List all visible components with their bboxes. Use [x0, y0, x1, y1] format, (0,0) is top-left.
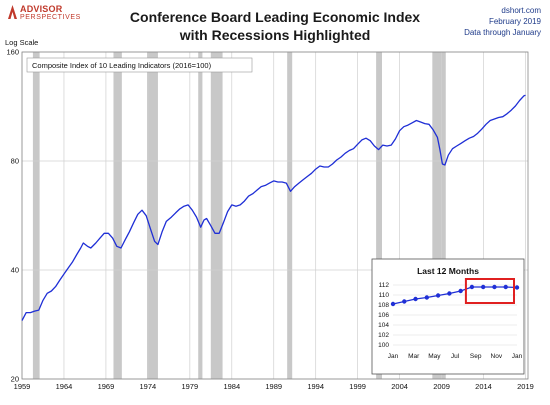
chart-title: Conference Board Leading Economic Index … [100, 8, 450, 44]
source-info: dshort.com February 2019 Data through Ja… [464, 5, 541, 38]
inset-chart: Last 12 Months 100 102 104 106 108 110 112 Jan… [371, 258, 525, 375]
logo-text-sub: PERSPECTIVES [20, 14, 81, 21]
inset-point [424, 295, 430, 300]
y-tick-labels: 20 40 80 160 [6, 48, 19, 384]
inset-y-tick-label: 112 [379, 282, 390, 289]
x-tick-label: 1974 [140, 382, 157, 391]
inset-y-tick-label: 100 [378, 342, 389, 349]
inset-point [480, 284, 486, 290]
x-tick-label: 1989 [265, 382, 282, 391]
inset-x-tick-label: May [428, 353, 441, 360]
x-tick-label: 1969 [98, 382, 115, 391]
y-tick-label: 40 [11, 266, 19, 275]
inset-point [469, 284, 475, 290]
inset-x-tick-label: Sep [470, 353, 482, 360]
y-tick-label: 160 [6, 48, 19, 57]
inset-point [413, 296, 418, 302]
x-tick-label: 2004 [391, 382, 408, 391]
scale-label: Log Scale [5, 38, 39, 47]
recession-band [287, 52, 293, 379]
inset-x-tick-label: Jul [451, 353, 460, 360]
inset-y-tick-label: 102 [378, 332, 389, 339]
legend-text: Composite Index of 10 Leading Indicators… [32, 61, 212, 70]
chart-title-line2: with Recessions Highlighted [179, 27, 371, 43]
x-tick-label: 2009 [433, 382, 450, 391]
x-tick-label: 1979 [181, 382, 198, 391]
inset-y-tick-label: 110 [379, 292, 390, 299]
inset-x-tick-label: Jan [388, 353, 399, 360]
x-tick-label: 1964 [56, 382, 73, 391]
recession-band [376, 52, 382, 379]
inset-point [390, 301, 396, 307]
recession-band [198, 52, 203, 379]
inset-grid [393, 284, 517, 346]
inset-x-tick-label: Mar [408, 353, 420, 360]
inset-y-tick-labels: 100 102 104 106 108 110 112 [378, 282, 389, 349]
source-date: February 2019 [488, 17, 541, 26]
x-tick-label: 1984 [223, 382, 240, 391]
source-data-through: Data through January [464, 28, 541, 37]
inset-point [458, 288, 463, 294]
recession-band [32, 52, 40, 379]
inset-line-layer [390, 284, 520, 307]
inset-x-tick-label: Nov [491, 353, 503, 360]
recession-band [210, 52, 223, 379]
legend-box: Composite Index of 10 Leading Indicators… [26, 57, 253, 73]
plot-frame [21, 51, 529, 380]
source-site: dshort.com [501, 6, 541, 15]
logo-mark-icon [8, 5, 17, 19]
x-tick-label: 2014 [475, 382, 492, 391]
inset-point [402, 299, 407, 304]
recession-band [147, 52, 158, 379]
x-tick-label: 1994 [307, 382, 324, 391]
inset-y-tick-label: 104 [378, 322, 389, 329]
inset-y-tick-label: 106 [378, 312, 389, 319]
y-tick-label: 80 [11, 157, 19, 166]
inset-y-tick-label: 108 [378, 302, 389, 309]
x-tick-labels: 1959 1964 1969 1974 1979 1984 1989 1994 1999 2004… [14, 382, 534, 391]
recession-band [113, 52, 122, 379]
inset-point [514, 285, 520, 290]
inset-highlight-box [464, 278, 515, 304]
inset-title: Last 12 Months [417, 266, 479, 276]
index-line-layer [21, 94, 526, 321]
chart-title-line1: Conference Board Leading Economic Index [129, 9, 421, 25]
y-tick-label: 20 [11, 375, 19, 384]
logo-text-main: ADVISOR [20, 4, 63, 14]
inset-x-tick-labels: Jan Mar May Jul Sep Nov Jan [388, 353, 523, 360]
brand-logo: ADVISOR PERSPECTIVES [6, 4, 96, 32]
x-tick-label: 2019 [517, 382, 534, 391]
x-tick-label: 1999 [349, 382, 366, 391]
inset-point [492, 284, 497, 290]
index-line [21, 94, 526, 321]
inset-point [503, 284, 508, 290]
inset-point [435, 293, 441, 298]
inset-point [447, 291, 452, 296]
x-tick-label: 1959 [14, 382, 31, 391]
inset-x-tick-label: Jan [512, 353, 523, 360]
